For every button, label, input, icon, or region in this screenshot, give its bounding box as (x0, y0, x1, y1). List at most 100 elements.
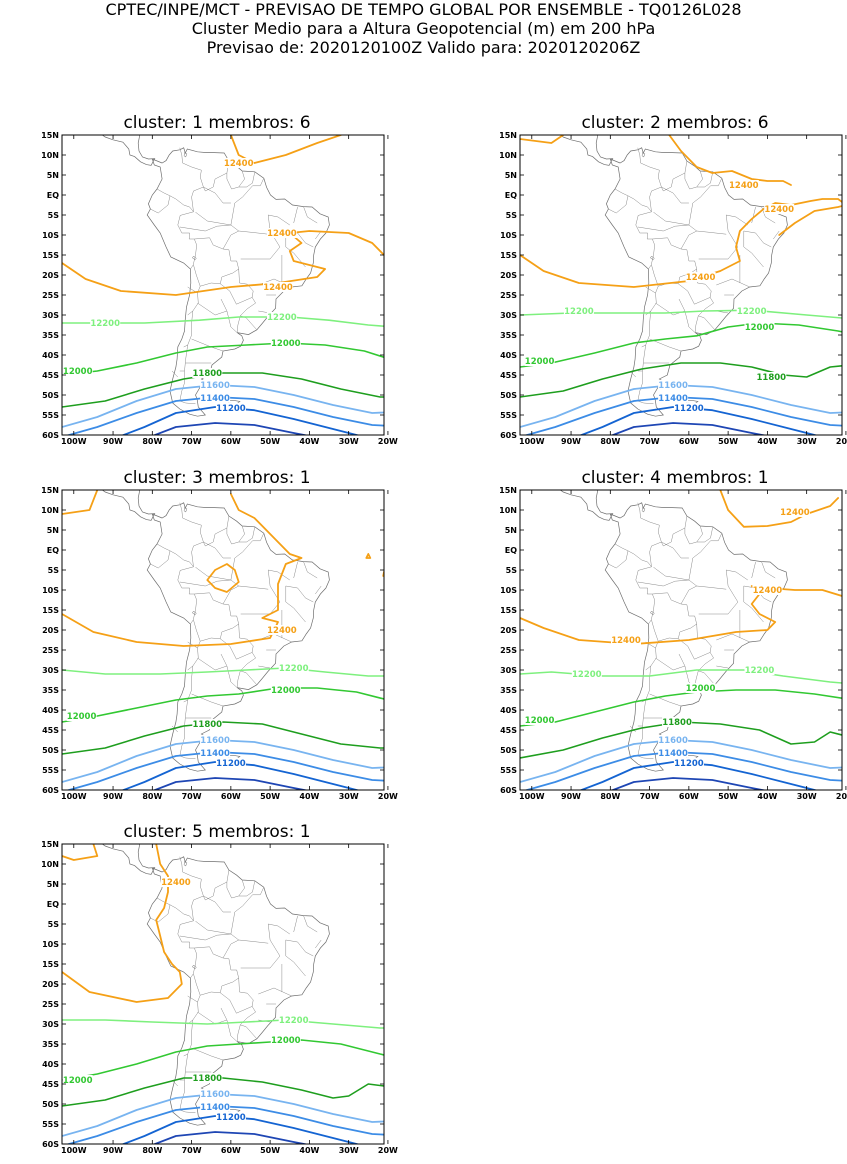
contour-label-12400: 12400 (161, 878, 191, 888)
lat-tick-label: 15S (500, 251, 517, 260)
contour-label-12000: 12000 (271, 339, 301, 349)
contour-layer (62, 135, 384, 435)
lon-tick-label: 100W (61, 437, 87, 446)
cluster-number: 1 (192, 113, 203, 133)
lat-tick-label: 20S (42, 626, 59, 635)
contour-label-11600: 11600 (200, 1090, 230, 1100)
panel-title: cluster: 5 membros: 1 (22, 822, 412, 842)
map-frame (61, 134, 385, 436)
lon-tick-label: 60W (679, 437, 699, 446)
coastline-layer (101, 135, 330, 417)
lat-tick-label: 60S (500, 431, 517, 440)
cluster-label: cluster: (123, 113, 187, 133)
contour-label-12200: 12200 (564, 307, 594, 317)
lat-tick-label: 40S (42, 706, 59, 715)
lat-tick-label: 55S (42, 1120, 59, 1129)
membros-label: membros: (666, 468, 753, 488)
lon-tick-label: 100W (519, 792, 545, 801)
lat-tick-label: 20S (500, 626, 517, 635)
lat-tick-label: 45S (42, 371, 59, 380)
contour-layer (520, 135, 842, 435)
contour-label-11400: 11400 (200, 394, 230, 404)
cluster-label: cluster: (581, 113, 645, 133)
contour-label-11800: 11800 (757, 373, 787, 383)
lat-tick-label: 20S (500, 271, 517, 280)
contour-label-12400: 12400 (764, 205, 794, 215)
lat-tick-label: 25S (42, 291, 59, 300)
header-line-3: Previsao de: 2020120100Z Valido para: 20… (206, 38, 641, 57)
lon-tick-label: 90W (103, 792, 123, 801)
lon-tick-label: 80W (600, 792, 620, 801)
lon-tick-label: 50W (260, 792, 280, 801)
map-frame (61, 489, 385, 791)
lat-tick-label: 60S (500, 786, 517, 795)
contour-label-12400: 12400 (263, 283, 293, 293)
contour-label-11400: 11400 (658, 749, 688, 759)
lat-tick-label: 35S (42, 686, 59, 695)
contour-label-11600: 11600 (658, 381, 688, 391)
lat-tick-label: 50S (42, 1100, 59, 1109)
lat-tick-label: 30S (42, 311, 59, 320)
contour-label-11800: 11800 (193, 720, 223, 730)
panel-title: cluster: 3 membros: 1 (22, 468, 412, 488)
lon-tick-label: 70W (182, 792, 202, 801)
contour-label-12200: 12200 (572, 670, 602, 680)
lon-tick-label: 90W (561, 437, 581, 446)
lon-tick-label: 100W (61, 792, 87, 801)
lat-tick-label: 25S (500, 646, 517, 655)
lat-tick-label: 15N (499, 131, 517, 140)
contour-label-12000: 12000 (271, 1036, 301, 1046)
lat-tick-label: 10S (500, 586, 517, 595)
map-frame (519, 489, 843, 791)
contour-label-12400: 12400 (267, 626, 297, 636)
lat-tick-label: 45S (500, 371, 517, 380)
lon-tick-label: 20W (836, 792, 847, 801)
map-panel-cluster-3: cluster: 3 membros: 1 11600 11400 11200 1180… (22, 468, 412, 808)
lon-tick-label: 50W (260, 437, 280, 446)
lat-tick-label: 40S (500, 706, 517, 715)
contour-label-11400: 11400 (658, 394, 688, 404)
contour-label-11800: 11800 (662, 718, 692, 728)
coastline-layer (101, 844, 330, 1126)
contour-label-11800: 11800 (193, 1074, 223, 1084)
lon-tick-label: 70W (640, 792, 660, 801)
lat-tick-label: 55S (500, 766, 517, 775)
lon-tick-label: 40W (299, 437, 319, 446)
contour-label-12000: 12000 (63, 1076, 93, 1086)
lon-tick-label: 20W (836, 437, 847, 446)
lat-tick-label: 15N (41, 486, 59, 495)
lon-tick-label: 50W (260, 1146, 280, 1155)
lat-tick-label: 45S (42, 1080, 59, 1089)
lon-tick-label: 90W (103, 437, 123, 446)
lat-tick-label: 50S (500, 746, 517, 755)
contour-label-11200: 11200 (216, 404, 246, 414)
lon-tick-label: 60W (221, 437, 241, 446)
lat-tick-label: 15S (42, 251, 59, 260)
contour-label-11600: 11600 (200, 736, 230, 746)
lon-tick-label: 30W (339, 437, 359, 446)
contour-label-12000: 12000 (67, 712, 97, 722)
lon-tick-label: 50W (718, 792, 738, 801)
lat-tick-label: 40S (42, 351, 59, 360)
contour-label-12000: 12000 (525, 357, 555, 367)
lat-tick-label: 5N (47, 171, 59, 180)
lat-tick-label: EQ (47, 900, 59, 909)
lat-tick-label: 55S (42, 766, 59, 775)
cluster-number: 2 (650, 113, 661, 133)
panel-title: cluster: 1 membros: 6 (22, 113, 412, 133)
contour-label-12200: 12200 (267, 313, 297, 323)
contour-label-11800: 11800 (193, 369, 223, 379)
panel-title: cluster: 4 membros: 1 (480, 468, 847, 488)
contour-label-12000: 12000 (686, 684, 716, 694)
membros-label: membros: (208, 822, 295, 842)
membros-count: 6 (299, 113, 311, 133)
lon-tick-label: 30W (797, 437, 817, 446)
contour-label-11200: 11200 (216, 1113, 246, 1123)
lat-tick-label: 10S (42, 940, 59, 949)
contour-label-12400: 12400 (729, 181, 759, 191)
lon-tick-label: 30W (339, 792, 359, 801)
